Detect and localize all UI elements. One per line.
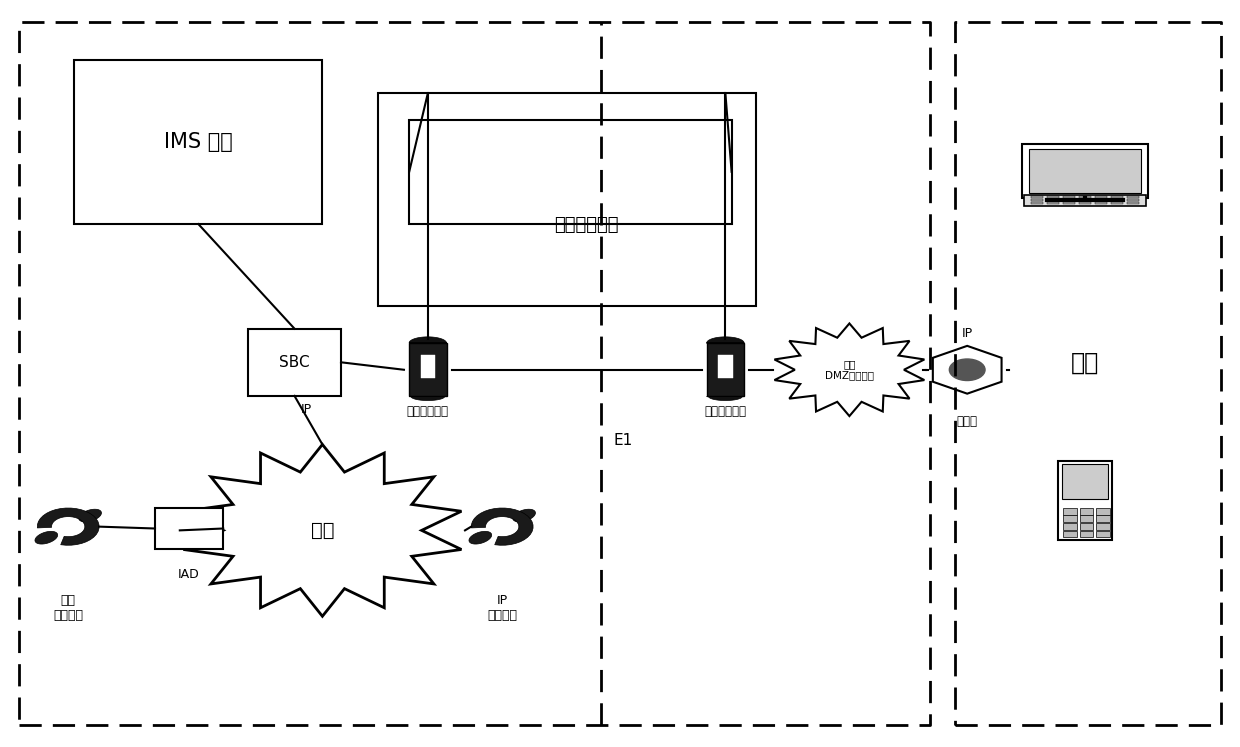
Polygon shape — [184, 444, 461, 616]
Polygon shape — [469, 531, 492, 544]
FancyBboxPatch shape — [718, 355, 733, 378]
FancyBboxPatch shape — [1063, 202, 1075, 204]
FancyBboxPatch shape — [1022, 144, 1148, 198]
FancyBboxPatch shape — [1063, 196, 1075, 198]
Polygon shape — [513, 509, 536, 522]
FancyBboxPatch shape — [1063, 508, 1076, 515]
Text: 外网: 外网 — [1071, 350, 1099, 374]
FancyBboxPatch shape — [1047, 199, 1059, 201]
Polygon shape — [707, 397, 744, 400]
FancyBboxPatch shape — [1079, 199, 1091, 201]
FancyBboxPatch shape — [378, 93, 756, 306]
FancyBboxPatch shape — [1063, 523, 1076, 530]
Polygon shape — [37, 508, 99, 545]
FancyBboxPatch shape — [155, 508, 223, 549]
FancyBboxPatch shape — [1063, 530, 1076, 537]
FancyBboxPatch shape — [1047, 196, 1059, 198]
Text: 内网安全网关: 内网安全网关 — [704, 405, 746, 418]
FancyBboxPatch shape — [248, 329, 341, 396]
FancyBboxPatch shape — [1095, 202, 1107, 204]
Polygon shape — [79, 509, 102, 522]
Text: IMS 专网: IMS 专网 — [164, 132, 233, 152]
Text: E1: E1 — [614, 433, 634, 448]
FancyBboxPatch shape — [1096, 530, 1110, 537]
Text: SBC: SBC — [279, 355, 310, 370]
FancyBboxPatch shape — [1029, 149, 1141, 193]
FancyBboxPatch shape — [1111, 199, 1123, 201]
Text: 外网安全网关: 外网安全网关 — [407, 405, 449, 418]
FancyBboxPatch shape — [1127, 196, 1138, 198]
Text: 模拟
行政话机: 模拟 行政话机 — [53, 594, 83, 622]
Text: IP: IP — [301, 403, 311, 416]
FancyBboxPatch shape — [1096, 508, 1110, 515]
FancyBboxPatch shape — [1080, 515, 1094, 522]
FancyBboxPatch shape — [1024, 194, 1146, 205]
FancyBboxPatch shape — [1080, 523, 1094, 530]
FancyBboxPatch shape — [409, 120, 732, 224]
Polygon shape — [35, 531, 58, 544]
FancyBboxPatch shape — [1127, 202, 1138, 204]
FancyBboxPatch shape — [1032, 199, 1043, 201]
FancyBboxPatch shape — [1096, 523, 1110, 530]
Text: IP
行政话机: IP 行政话机 — [487, 594, 517, 622]
Polygon shape — [707, 337, 744, 343]
FancyBboxPatch shape — [1061, 464, 1109, 499]
Polygon shape — [471, 508, 533, 545]
FancyBboxPatch shape — [1127, 199, 1138, 201]
FancyBboxPatch shape — [1111, 202, 1123, 204]
Text: IP: IP — [962, 327, 972, 340]
Text: 内网: 内网 — [311, 521, 334, 540]
FancyBboxPatch shape — [1079, 202, 1091, 204]
Polygon shape — [409, 337, 446, 343]
FancyBboxPatch shape — [1111, 196, 1123, 198]
FancyBboxPatch shape — [1080, 508, 1094, 515]
Polygon shape — [932, 346, 1002, 394]
FancyBboxPatch shape — [1095, 199, 1107, 201]
Text: 外网
DMZ安全区域: 外网 DMZ安全区域 — [825, 359, 874, 380]
FancyBboxPatch shape — [1058, 461, 1112, 540]
FancyBboxPatch shape — [1032, 196, 1043, 198]
FancyBboxPatch shape — [1079, 196, 1091, 198]
Polygon shape — [409, 397, 446, 400]
FancyBboxPatch shape — [1063, 515, 1076, 522]
FancyBboxPatch shape — [420, 355, 435, 378]
FancyBboxPatch shape — [1047, 202, 1059, 204]
FancyBboxPatch shape — [1080, 530, 1094, 537]
Polygon shape — [775, 323, 924, 416]
Text: 信息隔离装置: 信息隔离装置 — [554, 217, 619, 235]
Circle shape — [950, 359, 985, 380]
FancyBboxPatch shape — [1095, 196, 1107, 198]
FancyBboxPatch shape — [707, 343, 744, 397]
FancyBboxPatch shape — [1096, 515, 1110, 522]
FancyBboxPatch shape — [74, 60, 322, 224]
Text: 防火墙: 防火墙 — [957, 415, 977, 427]
FancyBboxPatch shape — [409, 343, 446, 397]
Text: IAD: IAD — [179, 568, 200, 580]
FancyBboxPatch shape — [1063, 199, 1075, 201]
FancyBboxPatch shape — [1032, 202, 1043, 204]
